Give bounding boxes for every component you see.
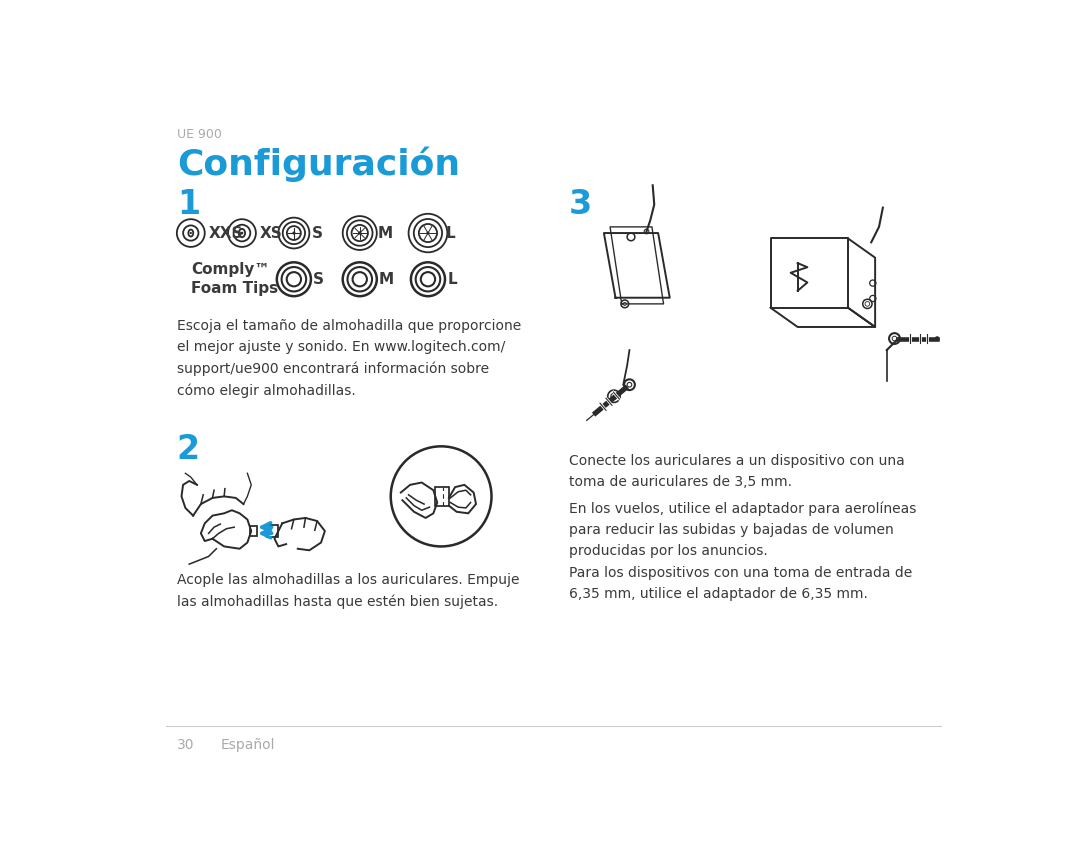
- Text: XXS: XXS: [208, 226, 243, 240]
- Circle shape: [286, 272, 301, 286]
- Text: Conecte los auriculares a un dispositivo con una
toma de auriculares de 3,5 mm.: Conecte los auriculares a un dispositivo…: [569, 454, 905, 489]
- Circle shape: [935, 336, 940, 340]
- Circle shape: [427, 232, 430, 235]
- Text: 2: 2: [177, 433, 200, 467]
- Text: Configuración: Configuración: [177, 146, 460, 181]
- Text: L: L: [447, 272, 457, 287]
- Text: XS: XS: [260, 226, 283, 240]
- Circle shape: [190, 232, 192, 234]
- Circle shape: [352, 272, 367, 286]
- Text: Escoja el tamaño de almohadilla que proporcione
el mejor ajuste y sonido. En www: Escoja el tamaño de almohadilla que prop…: [177, 320, 522, 398]
- Text: 30: 30: [177, 738, 194, 753]
- Bar: [267, 524, 278, 537]
- Text: Acople las almohadillas a los auriculares. Empuje
las almohadillas hasta que est: Acople las almohadillas a los auriculare…: [177, 574, 519, 609]
- Text: 1: 1: [177, 188, 200, 221]
- Text: En los vuelos, utilice el adaptador para aerolíneas
para reducir las subidas y b: En los vuelos, utilice el adaptador para…: [569, 501, 916, 558]
- Circle shape: [421, 272, 435, 286]
- Bar: [435, 487, 449, 505]
- Text: UE 900: UE 900: [177, 129, 221, 142]
- Text: Español: Español: [220, 738, 274, 753]
- Circle shape: [359, 232, 362, 235]
- Text: S: S: [313, 272, 324, 287]
- Bar: [249, 525, 257, 537]
- Text: S: S: [312, 226, 323, 240]
- Circle shape: [293, 232, 296, 235]
- Circle shape: [241, 232, 243, 234]
- Text: Comply™
Foam Tips: Comply™ Foam Tips: [191, 262, 278, 296]
- Text: M: M: [379, 272, 394, 287]
- Text: 3: 3: [569, 188, 592, 221]
- Text: M: M: [378, 226, 393, 240]
- Text: L: L: [446, 226, 456, 240]
- Text: Para los dispositivos con una toma de entrada de
6,35 mm, utilice el adaptador d: Para los dispositivos con una toma de en…: [569, 566, 913, 600]
